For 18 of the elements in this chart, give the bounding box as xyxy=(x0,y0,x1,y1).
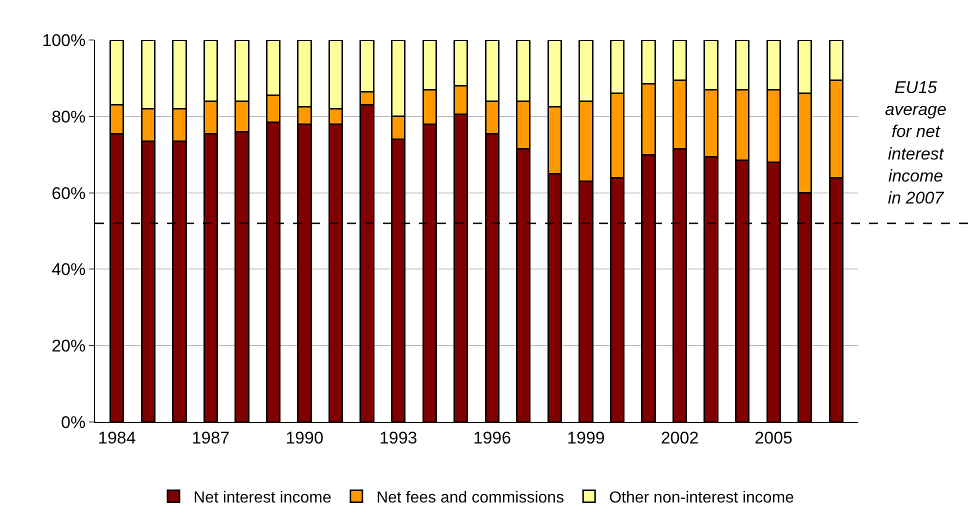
x-tick-label: 1984 xyxy=(98,428,136,448)
legend-label: Net fees and commissions xyxy=(376,489,564,506)
y-tick-label: 100% xyxy=(42,30,86,50)
legend-label: Other non-interest income xyxy=(609,489,794,506)
y-tick-label: 0% xyxy=(61,412,86,432)
x-tick-label: 1999 xyxy=(567,428,605,448)
x-tick-label: 2005 xyxy=(754,428,792,448)
x-tick-label: 2002 xyxy=(660,428,699,448)
legend-label: Net interest income xyxy=(194,489,332,506)
y-tick-label: 80% xyxy=(52,107,86,126)
x-tick-label: 1990 xyxy=(286,428,324,448)
ref-line-label: EU15 average for net interest income in 2007 xyxy=(885,78,946,208)
y-tick-label: 40% xyxy=(52,260,86,280)
x-tick-label: 1993 xyxy=(379,428,418,448)
x-tick-label: 1987 xyxy=(192,428,230,448)
y-tick-label: 60% xyxy=(52,184,86,203)
y-tick-label: 20% xyxy=(52,336,86,356)
x-tick-label: 1996 xyxy=(473,428,512,448)
